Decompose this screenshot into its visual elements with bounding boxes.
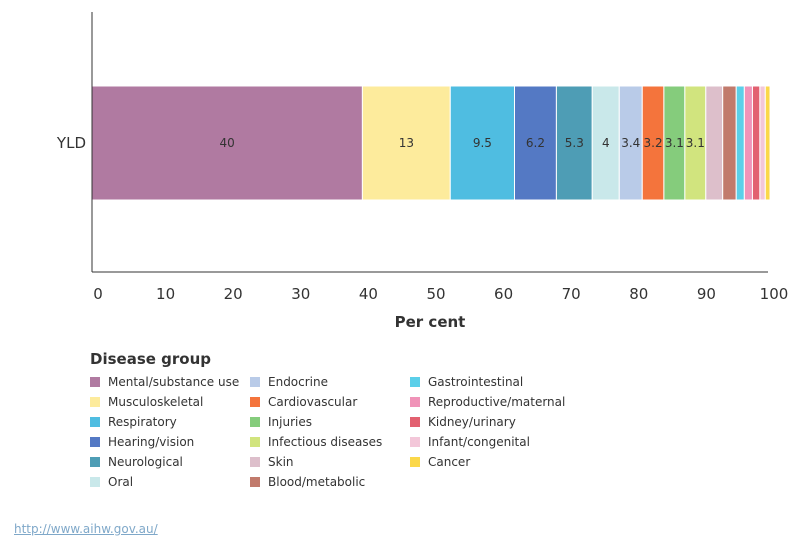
bar-segment-blood-metabolic xyxy=(722,85,737,201)
bar-segment-gastrointestinal xyxy=(735,85,745,201)
legend-item: Endocrine xyxy=(250,372,410,392)
bar-segment-neurological xyxy=(555,85,593,201)
bar-group xyxy=(91,85,771,201)
legend-item: Infectious diseases xyxy=(250,432,410,452)
legend-label: Infectious diseases xyxy=(268,435,383,449)
legend-label: Neurological xyxy=(108,455,183,469)
legend-label: Hearing/vision xyxy=(108,435,195,449)
legend-label: Skin xyxy=(268,455,294,469)
bar-segment-musculoskeletal xyxy=(361,85,451,201)
bar-segment-respiratory xyxy=(449,85,515,201)
bar-segment-mental-substance-use xyxy=(91,85,363,201)
bar-data-label: 3.2 xyxy=(644,136,663,150)
legend-item: Injuries xyxy=(250,412,410,432)
source-link[interactable]: http://www.aihw.gov.au/ xyxy=(14,522,158,536)
legend-label: Kidney/urinary xyxy=(428,415,516,429)
bar-segment-oral xyxy=(591,85,620,201)
bar-segment-infant-congenital xyxy=(759,85,766,201)
x-tick-label: 100 xyxy=(760,285,789,303)
legend-item: Cardiovascular xyxy=(250,392,410,412)
bar-data-label: 5.3 xyxy=(565,136,584,150)
legend-swatch xyxy=(90,397,100,407)
category-label-group: YLD xyxy=(56,134,86,152)
legend-item: Hearing/vision xyxy=(90,432,250,452)
x-tick-label: 10 xyxy=(156,285,175,303)
legend-label: Mental/substance use xyxy=(108,375,240,389)
legend-label: Gastrointestinal xyxy=(428,375,524,389)
legend-swatch xyxy=(90,437,100,447)
legend-swatch xyxy=(410,457,420,467)
legend-swatch xyxy=(250,377,260,387)
legend-swatch xyxy=(90,477,100,487)
x-tick-label: 70 xyxy=(562,285,581,303)
x-tick-label: 40 xyxy=(359,285,378,303)
bar-segment-cancer xyxy=(764,85,771,201)
bar-data-label: 40 xyxy=(220,136,235,150)
legend-label: Cancer xyxy=(428,455,471,469)
bar-label-group: 40 13 9.5 6.2 5.3 4 3.4 3.2 3.1 3.1 xyxy=(220,136,705,150)
legend-label: Blood/metabolic xyxy=(268,475,366,489)
x-tick-group: 0 10 20 30 40 50 60 70 80 90 100 xyxy=(93,285,788,303)
bar-segment-reproductive-maternal xyxy=(743,85,753,201)
legend-swatch xyxy=(410,437,420,447)
legend-swatch xyxy=(410,377,420,387)
legend-swatch xyxy=(250,417,260,427)
legend-label: Infant/congenital xyxy=(428,435,530,449)
legend-items: Mental/substance use Musculoskeletal Respi… xyxy=(90,372,610,492)
legend-swatch xyxy=(250,397,260,407)
x-tick-label: 30 xyxy=(291,285,310,303)
bar-data-label: 3.4 xyxy=(621,136,640,150)
legend-swatch xyxy=(250,457,260,467)
legend-item: Respiratory xyxy=(90,412,250,432)
legend: Disease group Mental/substance use Muscul… xyxy=(90,350,610,492)
legend-item: Blood/metabolic xyxy=(250,472,410,492)
legend-label: Cardiovascular xyxy=(268,395,358,409)
legend-item: Skin xyxy=(250,452,410,472)
legend-swatch xyxy=(90,417,100,427)
legend-item: Mental/substance use xyxy=(90,372,250,392)
legend-item: Musculoskeletal xyxy=(90,392,250,412)
bar-segment-skin xyxy=(705,85,724,201)
legend-label: Musculoskeletal xyxy=(108,395,204,409)
bar-segment-kidney-urinary xyxy=(751,85,761,201)
legend-label: Endocrine xyxy=(268,375,328,389)
bar-data-label: 4 xyxy=(602,136,610,150)
legend-swatch xyxy=(250,437,260,447)
bar-data-label: 13 xyxy=(399,136,414,150)
x-tick-label: 50 xyxy=(426,285,445,303)
category-label: YLD xyxy=(56,134,86,152)
x-axis-title: Per cent xyxy=(395,313,466,331)
x-tick-label: 60 xyxy=(494,285,513,303)
legend-item: Gastrointestinal xyxy=(410,372,570,392)
bar-data-label: 3.1 xyxy=(686,136,705,150)
x-tick-label: 80 xyxy=(629,285,648,303)
stacked-bar-chart: 40 13 9.5 6.2 5.3 4 3.4 3.2 3.1 3.1 0 10 20 30 40 50 60… xyxy=(56,12,788,331)
legend-swatch xyxy=(90,377,100,387)
bar-data-label: 6.2 xyxy=(526,136,545,150)
bar-data-label: 3.1 xyxy=(665,136,684,150)
legend-swatch xyxy=(250,477,260,487)
x-tick-label: 90 xyxy=(697,285,716,303)
legend-swatch xyxy=(410,417,420,427)
legend-swatch xyxy=(410,397,420,407)
legend-item: Cancer xyxy=(410,452,570,472)
x-tick-label: 0 xyxy=(93,285,103,303)
legend-label: Respiratory xyxy=(108,415,177,429)
legend-item: Neurological xyxy=(90,452,250,472)
x-tick-label: 20 xyxy=(224,285,243,303)
bar-data-label: 9.5 xyxy=(473,136,492,150)
legend-item: Oral xyxy=(90,472,250,492)
legend-item: Reproductive/maternal xyxy=(410,392,570,412)
legend-label: Oral xyxy=(108,475,134,489)
legend-label: Injuries xyxy=(268,415,312,429)
legend-item: Kidney/urinary xyxy=(410,412,570,432)
legend-label: Reproductive/maternal xyxy=(428,395,566,409)
legend-swatch xyxy=(90,457,100,467)
legend-item: Infant/congenital xyxy=(410,432,570,452)
legend-title: Disease group xyxy=(90,350,211,368)
